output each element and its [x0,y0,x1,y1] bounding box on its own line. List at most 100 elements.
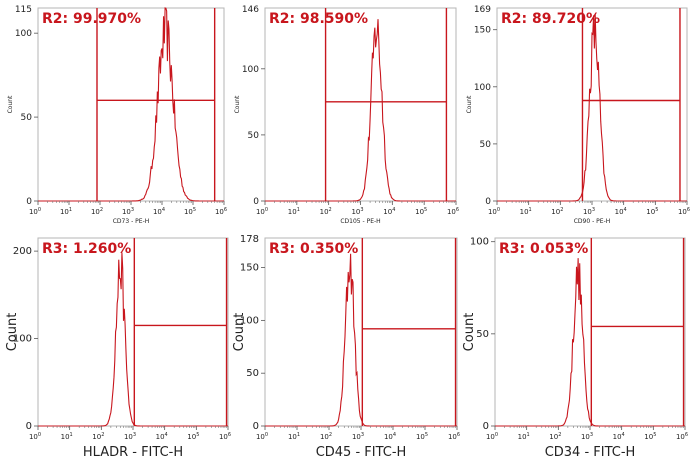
x-tick-exponent: 1 [69,207,72,213]
x-tick-exponent: 4 [622,432,625,438]
gate-label: R2: 98.590% [269,11,368,27]
x-tick-label: 101 [288,207,300,216]
y-axis-label: Count [7,95,14,113]
x-tick-exponent: 4 [393,432,396,438]
x-tick-label: 102 [320,207,332,216]
x-tick-exponent: 5 [655,207,658,213]
y-tick-label: 50 [246,368,259,379]
x-axis-label: CD73 - PE-H [113,218,150,225]
plot-frame [264,237,458,427]
x-tick-exponent: 5 [425,432,428,438]
x-tick-exponent: 6 [224,207,227,213]
x-tick-exponent: 6 [228,432,231,438]
x-tick-exponent: 6 [685,432,688,438]
y-tick-label: 200 [13,246,32,257]
y-tick-label: 100 [470,237,489,248]
x-tick-label: 100 [29,207,41,216]
plot-frame [37,237,229,427]
x-tick-label: 104 [156,432,168,441]
x-tick-label: 103 [124,432,136,441]
y-top-label: 115 [15,5,32,15]
plot-frame [37,7,225,202]
x-tick-label: 104 [383,207,395,216]
y-top-label: 169 [474,5,491,15]
x-tick-exponent: 0 [497,207,500,213]
x-tick-label: 102 [549,432,561,441]
histogram-trace [495,258,685,427]
histogram-trace [38,252,228,427]
x-tick-exponent: 0 [495,432,498,438]
histogram-trace [265,253,457,427]
y-axis-label: Count [466,95,473,113]
x-tick-exponent: 1 [527,432,530,438]
x-tick-exponent: 3 [592,207,595,213]
y-tick-label: 0 [26,421,32,432]
x-axis-label: CD45 - FITC-H [316,445,407,460]
y-tick-label: 50 [476,329,489,340]
x-tick-exponent: 1 [297,432,300,438]
x-tick-label: 101 [60,207,72,216]
x-tick-exponent: 1 [529,207,532,213]
y-tick-label: 0 [26,197,32,207]
x-tick-exponent: 3 [360,207,363,213]
y-top-label: 146 [242,5,259,15]
x-tick-label: 100 [29,432,41,441]
x-tick-label: 103 [581,432,593,441]
y-tick-label: 100 [13,334,32,345]
x-tick-label: 103 [351,207,363,216]
histogram-trace [497,14,687,202]
gate-label: R2: 99.970% [42,11,141,27]
y-tick-label: 50 [480,140,492,150]
x-tick-label: 106 [215,207,227,216]
x-tick-exponent: 0 [265,207,268,213]
x-tick-label: 103 [122,207,134,216]
x-tick-label: 102 [92,432,104,441]
x-tick-exponent: 1 [70,432,73,438]
x-tick-label: 104 [613,432,625,441]
x-axis-label: CD34 - FITC-H [545,445,636,460]
x-tick-label: 104 [153,207,165,216]
y-top-label: 178 [240,234,259,245]
x-tick-label: 104 [384,432,396,441]
x-tick-exponent: 3 [131,207,134,213]
x-tick-label: 105 [415,207,427,216]
x-tick-label: 105 [416,432,428,441]
x-tick-exponent: 3 [361,432,364,438]
x-tick-exponent: 0 [38,432,41,438]
x-tick-exponent: 0 [38,207,41,213]
x-tick-label: 106 [676,432,688,441]
histogram-trace [265,19,456,202]
x-tick-label: 101 [288,432,300,441]
gate-label: R2: 89.720% [501,11,600,27]
gate-label: R3: 0.053% [499,241,588,257]
x-tick-label: 104 [615,207,627,216]
y-axis-label: Count [232,313,247,352]
y-tick-label: 100 [474,83,491,93]
x-tick-exponent: 5 [653,432,656,438]
x-tick-label: 106 [447,207,459,216]
y-tick-label: 150 [240,263,259,274]
x-axis-label: CD90 - PE-H [574,218,611,225]
histogram-trace [38,7,224,202]
x-tick-exponent: 2 [560,207,563,213]
y-axis-label: Count [234,95,241,113]
x-tick-label: 105 [644,432,656,441]
x-axis-label: HLADR - FITC-H [83,445,183,460]
x-tick-label: 106 [678,207,690,216]
x-tick-exponent: 2 [329,207,332,213]
x-tick-exponent: 4 [392,207,395,213]
x-tick-label: 101 [61,432,73,441]
plot-frame [264,7,457,202]
x-tick-label: 106 [219,432,231,441]
x-tick-exponent: 2 [101,432,104,438]
x-tick-exponent: 1 [297,207,300,213]
x-tick-label: 101 [520,207,532,216]
x-tick-label: 102 [320,432,332,441]
x-tick-label: 102 [551,207,563,216]
